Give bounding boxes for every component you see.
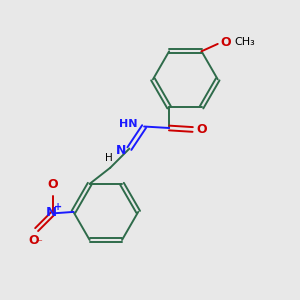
Text: +: + bbox=[54, 202, 62, 212]
Text: O: O bbox=[220, 36, 231, 49]
Text: O: O bbox=[196, 123, 207, 136]
Text: N: N bbox=[116, 145, 126, 158]
Text: HN: HN bbox=[119, 119, 138, 129]
Text: N: N bbox=[46, 206, 57, 219]
Text: CH₃: CH₃ bbox=[234, 38, 255, 47]
Text: O: O bbox=[47, 178, 58, 191]
Text: H: H bbox=[105, 153, 113, 163]
Text: ⁻: ⁻ bbox=[37, 238, 43, 248]
Text: O: O bbox=[28, 234, 39, 247]
